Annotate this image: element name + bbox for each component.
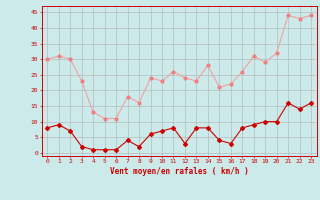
X-axis label: Vent moyen/en rafales ( km/h ): Vent moyen/en rafales ( km/h ) [110,167,249,176]
